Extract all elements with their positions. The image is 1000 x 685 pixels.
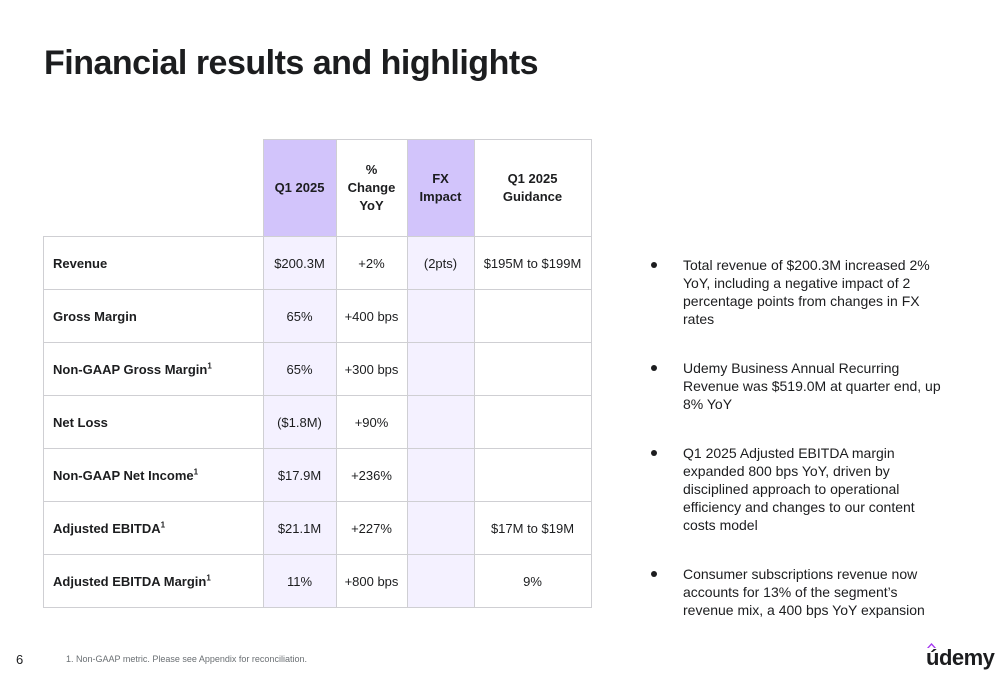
cell-q1: $21.1M [262,501,337,555]
table-row: Adjusted EBITDA Margin1 11% +800 bps 9% [43,554,592,608]
bullet-dot-icon [651,262,657,268]
cell-change: +800 bps [335,554,408,608]
cell-fx [406,289,475,343]
row-label: Adjusted EBITDA1 [43,501,264,555]
bullet-dot-icon [651,450,657,456]
financial-results-table: Q1 2025 % Change YoY FX Impact Q1 2025 G… [43,139,592,608]
header-change-line: % [365,162,378,177]
table-row: Gross Margin 65% +400 bps [43,289,592,343]
header-blank-cell [43,139,264,237]
cell-change: +2% [335,236,408,290]
cell-guidance [473,448,592,502]
table-header-row: Q1 2025 % Change YoY FX Impact Q1 2025 G… [43,139,592,237]
cell-change: +236% [335,448,408,502]
cell-fx [406,342,475,396]
header-q1-2025: Q1 2025 [262,139,337,237]
header-fx-line: Impact [419,189,462,204]
cell-guidance [473,342,592,396]
bullet-dot-icon [651,365,657,371]
highlights-list: Total revenue of $200.3M increased 2% Yo… [648,256,948,650]
highlight-item: Udemy Business Annual Recurring Revenue … [648,359,948,413]
cell-change: +400 bps [335,289,408,343]
cell-change: +300 bps [335,342,408,396]
cell-fx [406,448,475,502]
row-label: Non-GAAP Net Income1 [43,448,264,502]
header-fx-impact: FX Impact [406,139,475,237]
cell-q1: ($1.8M) [262,395,337,449]
page-number: 6 [16,652,24,667]
highlight-text: Q1 2025 Adjusted EBITDA margin expanded … [683,445,915,533]
highlight-item: Q1 2025 Adjusted EBITDA margin expanded … [648,444,948,534]
header-guidance-line: Q1 2025 Guidance [502,171,563,204]
table-row: Net Loss ($1.8M) +90% [43,395,592,449]
header-change-line: YoY [359,198,384,213]
row-label: Net Loss [43,395,264,449]
header-fx-line: FX [432,171,449,186]
highlight-text: Total revenue of $200.3M increased 2% Yo… [683,257,930,327]
row-label: Adjusted EBITDA Margin1 [43,554,264,608]
cell-fx: (2pts) [406,236,475,290]
highlight-item: Consumer subscriptions revenue now accou… [648,565,948,619]
cell-q1: $200.3M [262,236,337,290]
cell-guidance: $195M to $199M [473,236,592,290]
table-row: Adjusted EBITDA1 $21.1M +227% $17M to $1… [43,501,592,555]
highlight-text: Udemy Business Annual Recurring Revenue … [683,360,941,412]
cell-q1: 65% [262,289,337,343]
udemy-logo: údemy [926,643,995,671]
cell-q1: $17.9M [262,448,337,502]
bullet-dot-icon [651,571,657,577]
cell-q1: 11% [262,554,337,608]
cell-fx [406,395,475,449]
cell-fx [406,501,475,555]
cell-guidance [473,289,592,343]
table-row: Non-GAAP Net Income1 $17.9M +236% [43,448,592,502]
header-q1-line: Q1 2025 [274,180,325,195]
cell-guidance [473,395,592,449]
cell-change: +227% [335,501,408,555]
footnote: 1. Non-GAAP metric. Please see Appendix … [66,654,307,664]
cell-guidance: $17M to $19M [473,501,592,555]
cell-q1: 65% [262,342,337,396]
cell-change: +90% [335,395,408,449]
page-title: Financial results and highlights [44,44,539,82]
highlight-item: Total revenue of $200.3M increased 2% Yo… [648,256,948,328]
header-change-yoy: % Change YoY [335,139,408,237]
row-label: Gross Margin [43,289,264,343]
header-change-line: Change [347,180,396,195]
cell-fx [406,554,475,608]
logo-text: údemy [926,645,995,670]
row-label: Non-GAAP Gross Margin1 [43,342,264,396]
row-label: Revenue [43,236,264,290]
cell-guidance: 9% [473,554,592,608]
header-guidance: Q1 2025 Guidance [473,139,592,237]
table-row: Revenue $200.3M +2% (2pts) $195M to $199… [43,236,592,290]
table-row: Non-GAAP Gross Margin1 65% +300 bps [43,342,592,396]
highlight-text: Consumer subscriptions revenue now accou… [683,566,925,618]
